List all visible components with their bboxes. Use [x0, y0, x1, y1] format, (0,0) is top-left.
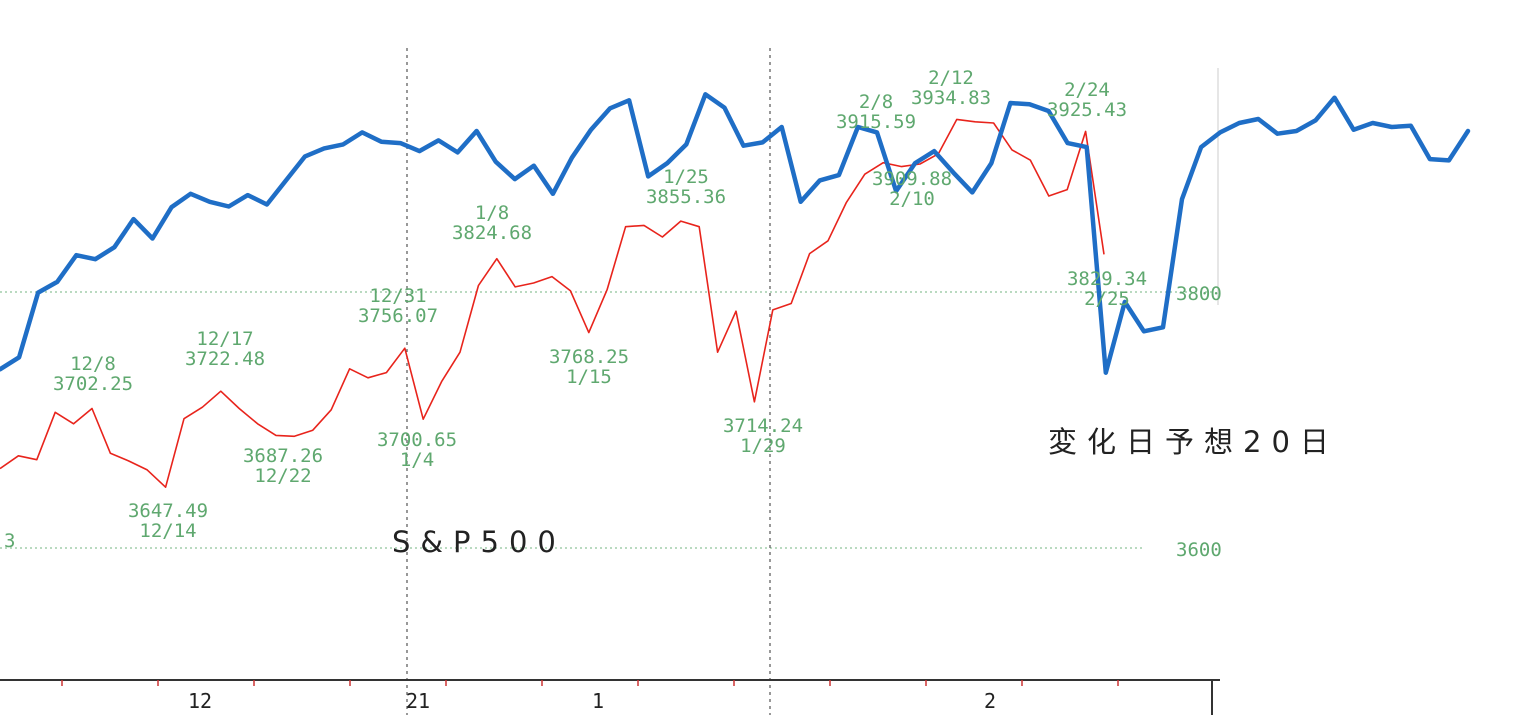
forecast-caption: 変化日予想20日 — [1048, 425, 1339, 459]
annotation-label: 1/25 3855.36 — [646, 166, 726, 208]
annotation-line: 3829.34 — [1067, 268, 1147, 290]
x-tick-label-1: 1 — [592, 689, 604, 713]
annotation-line: 1/15 — [566, 366, 612, 388]
annotation-line: 3909.88 — [872, 168, 952, 190]
x-tick-label-21: 21 — [406, 689, 430, 713]
annotation-label: 12/17 3722.48 — [185, 328, 265, 370]
annotation-label: 2/24 3925.43 — [1047, 79, 1127, 121]
annotation-line: 1/8 — [475, 202, 509, 224]
annotation-line: 3687.26 — [243, 445, 323, 467]
annotation-line: 1/29 — [740, 435, 786, 457]
annotation-label: 3647.49 12/14 — [128, 500, 208, 542]
annotation-line: 3915.59 — [836, 111, 916, 133]
annotation-label: 3687.26 12/22 — [243, 445, 323, 487]
annotation-line: 2/12 — [928, 67, 974, 89]
annotation-line: 3934.83 — [911, 87, 991, 109]
annotation-label: 12/31 3756.07 — [358, 285, 438, 327]
annotation-label: 12/8 3702.25 — [53, 353, 133, 395]
annotation-line: 2/24 — [1064, 79, 1110, 101]
ref-label-3600: 3600 — [1176, 539, 1222, 561]
annotation-line: 12/22 — [254, 465, 311, 487]
x-tick-label-12: 12 — [188, 689, 212, 713]
annotation-line: 3700.65 — [377, 429, 457, 451]
annotation-line: 12/8 — [70, 353, 116, 375]
annotation-line: 2/10 — [889, 188, 935, 210]
ref-label-3800: 3800 — [1176, 283, 1222, 305]
annotation-line: 2/8 — [859, 91, 893, 113]
annotation-line: 3768.25 — [549, 346, 629, 368]
index-name-caption: S&P500 — [392, 525, 566, 559]
annotation-label: 3714.24 1/29 — [723, 415, 803, 457]
annotation-line: 2/25 — [1084, 288, 1130, 310]
annotation-line: 3756.07 — [358, 305, 438, 327]
annotation-line: 3925.43 — [1047, 99, 1127, 121]
x-tick-label-2: 2 — [984, 689, 996, 713]
x-axis: 12 21 1 2 — [0, 679, 1220, 715]
annotation-label: 3700.65 1/4 — [377, 429, 457, 471]
annotation-line: 1/25 — [663, 166, 709, 188]
annotations: 12/8 3702.25 3647.49 12/14 12/17 3722.48 3687.… — [4, 67, 1147, 552]
annotation-line: 3824.68 — [452, 222, 532, 244]
annotation-line: 12/17 — [196, 328, 253, 350]
annotation-label: 2/12 3934.83 — [911, 67, 991, 109]
annotation-line: 3714.24 — [723, 415, 803, 437]
annotation-line: 3855.36 — [646, 186, 726, 208]
annotation-label: 2/8 3915.59 — [836, 91, 916, 133]
reference-lines — [0, 48, 1219, 715]
annotation-label: 3829.34 2/25 — [1067, 268, 1147, 310]
sp500-line — [0, 118, 1105, 488]
annotation-line: 12/14 — [139, 520, 196, 542]
annotation-line: 3702.25 — [53, 373, 133, 395]
annotation-label: 3909.88 2/10 — [872, 168, 952, 210]
annotation-line: 3 — [4, 530, 15, 552]
annotation-line: 12/31 — [369, 285, 426, 307]
annotation-line: 1/4 — [400, 449, 434, 471]
annotation-label: 1/8 3824.68 — [452, 202, 532, 244]
annotation-line: 3647.49 — [128, 500, 208, 522]
x-axis-ticks — [61, 680, 1119, 686]
annotation-line: 3722.48 — [185, 348, 265, 370]
annotation-label: 3768.25 1/15 — [549, 346, 629, 388]
annotation-label: 3 — [4, 530, 15, 552]
comparison-line — [0, 92, 1471, 375]
